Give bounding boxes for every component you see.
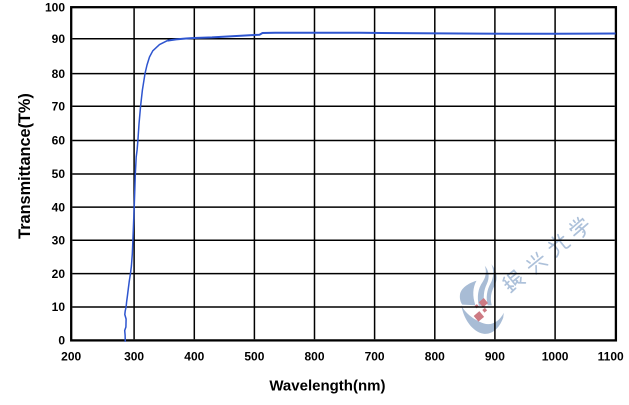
svg-text:10: 10 [52,300,66,314]
svg-text:20: 20 [52,267,66,281]
svg-text:50: 50 [52,167,66,181]
svg-text:300: 300 [124,350,144,364]
svg-text:0: 0 [58,334,65,348]
svg-text:70: 70 [52,99,66,113]
svg-text:1100: 1100 [598,350,624,364]
svg-text:200: 200 [61,350,81,364]
svg-text:800: 800 [304,350,324,364]
svg-text:100: 100 [45,0,65,14]
svg-text:800: 800 [425,350,445,364]
svg-text:40: 40 [52,200,66,214]
svg-text:Transmittance(T%): Transmittance(T%) [16,93,34,239]
svg-text:30: 30 [52,234,66,248]
svg-text:90: 90 [52,32,66,46]
svg-text:400: 400 [184,350,204,364]
svg-text:1000: 1000 [542,350,569,364]
svg-text:60: 60 [52,134,66,148]
svg-text:700: 700 [365,350,385,364]
svg-text:500: 500 [244,350,264,364]
svg-text:Wavelength(nm): Wavelength(nm) [269,378,385,395]
svg-text:900: 900 [485,350,505,364]
svg-text:80: 80 [52,67,66,81]
